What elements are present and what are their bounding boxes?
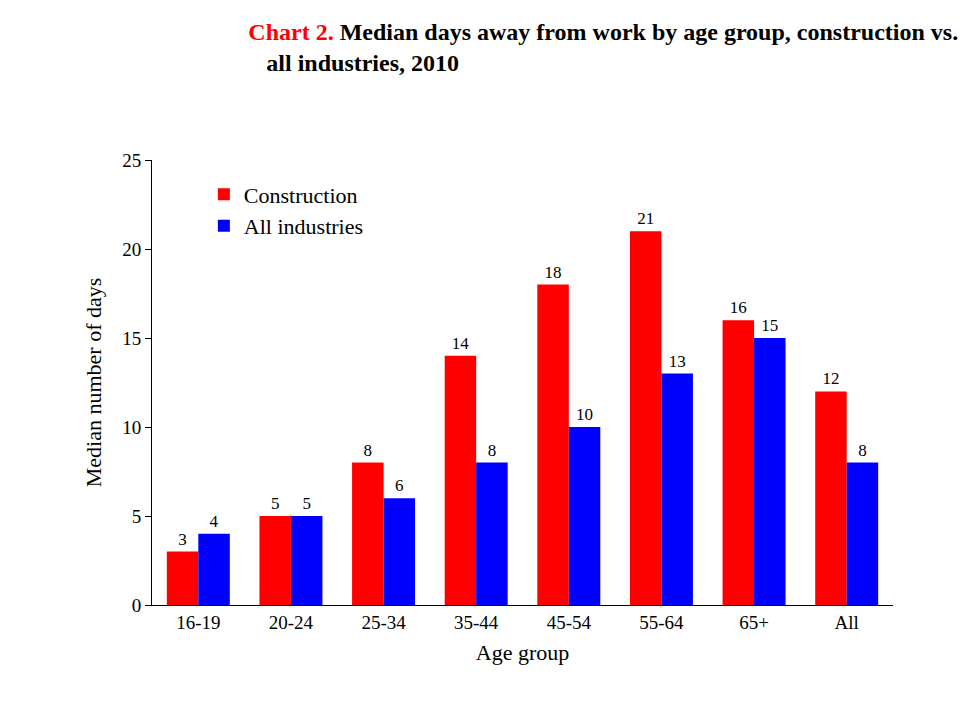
svg-text:35-44: 35-44	[454, 612, 499, 633]
svg-text:16-19: 16-19	[176, 612, 220, 633]
svg-text:Age group: Age group	[476, 640, 569, 665]
svg-text:All industries: All industries	[244, 214, 363, 239]
svg-text:65+: 65+	[739, 612, 769, 633]
svg-text:20: 20	[122, 239, 141, 260]
svg-text:18: 18	[545, 263, 562, 282]
svg-text:4: 4	[210, 512, 219, 531]
svg-text:13: 13	[669, 352, 686, 371]
svg-text:45-54: 45-54	[547, 612, 592, 633]
svg-text:5: 5	[132, 506, 142, 527]
svg-text:15: 15	[122, 328, 141, 349]
svg-text:15: 15	[761, 316, 778, 335]
svg-text:Median number of days: Median number of days	[81, 278, 106, 488]
svg-text:Construction: Construction	[244, 183, 358, 208]
svg-text:All: All	[835, 612, 859, 633]
svg-text:14: 14	[452, 334, 470, 353]
svg-text:5: 5	[302, 494, 311, 513]
svg-text:6: 6	[395, 476, 404, 495]
svg-text:25: 25	[122, 150, 141, 171]
svg-text:3: 3	[178, 530, 187, 549]
svg-text:0: 0	[132, 595, 142, 616]
svg-text:10: 10	[122, 417, 141, 438]
svg-text:55-64: 55-64	[639, 612, 684, 633]
svg-text:8: 8	[488, 441, 497, 460]
svg-text:20-24: 20-24	[269, 612, 314, 633]
svg-text:25-34: 25-34	[361, 612, 406, 633]
svg-text:Chart 2. Median days away from: Chart 2. Median days away from work by a…	[248, 19, 958, 76]
svg-text:12: 12	[822, 369, 839, 388]
svg-text:8: 8	[858, 441, 867, 460]
svg-text:16: 16	[730, 298, 747, 317]
svg-text:10: 10	[576, 405, 593, 424]
svg-text:5: 5	[271, 494, 280, 513]
svg-text:8: 8	[364, 441, 373, 460]
svg-text:21: 21	[637, 209, 654, 228]
